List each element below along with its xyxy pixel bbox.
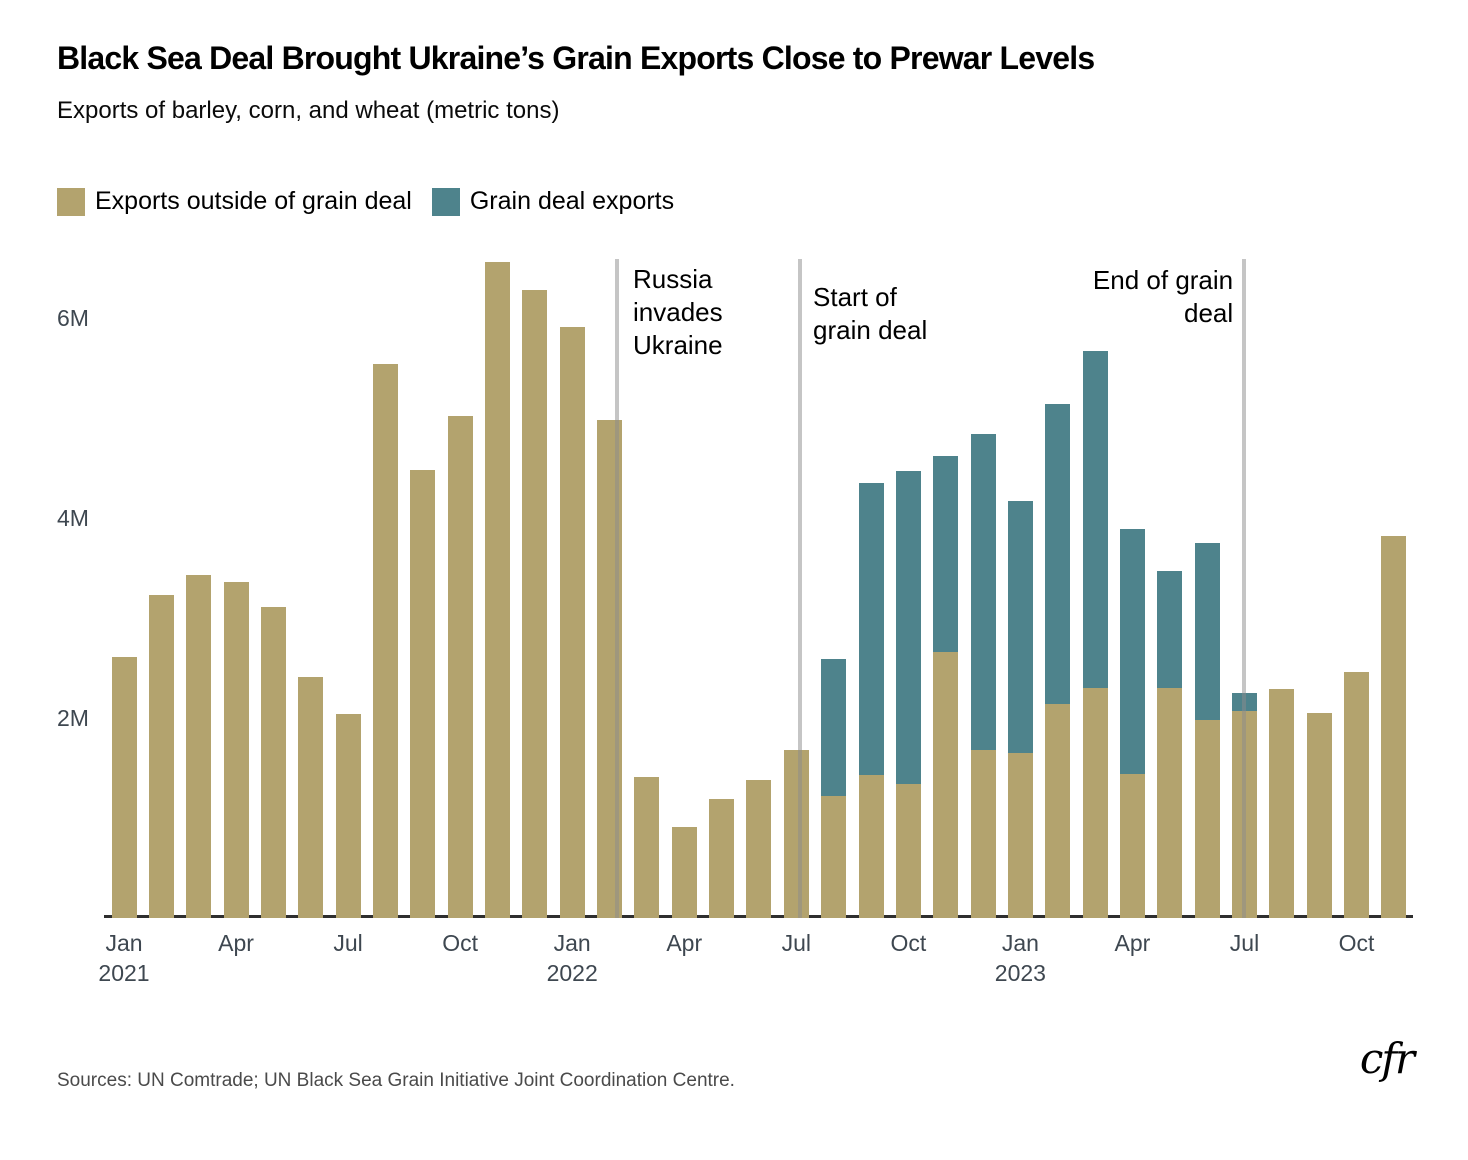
bar-nov-2023-outside	[1381, 536, 1407, 918]
bar-aug-2021-outside	[372, 364, 398, 918]
x-tick-apr: Apr	[1114, 930, 1151, 956]
x-tick-jul: Jul	[1229, 930, 1260, 956]
bar-sep-2021-outside	[410, 470, 436, 918]
bar-may-2023-deal	[1157, 571, 1183, 688]
annotation-start-of-grain-deal-line	[798, 259, 803, 918]
bar-sep-2023-outside	[1306, 713, 1332, 918]
bar-mar-2023-outside	[1082, 688, 1108, 918]
bar-jun-2023-outside	[1194, 720, 1220, 918]
bar-aug-2022-outside	[821, 796, 847, 918]
bar-jun-2021-outside	[298, 677, 324, 918]
page-title: Black Sea Deal Brought Ukraine’s Grain E…	[57, 40, 1095, 76]
bar-dec-2021-outside	[522, 290, 548, 918]
annotation-russia-invades-ukraine-text: Russia invades Ukraine	[633, 264, 723, 360]
bar-mar-2023-deal	[1082, 351, 1108, 688]
bar-jun-2023-deal	[1194, 543, 1220, 720]
bar-apr-2021-outside	[223, 582, 249, 918]
legend-label-grain-deal: Grain deal exports	[469, 187, 675, 215]
chart-legend: Exports outside of grain deal Grain deal…	[57, 187, 694, 216]
x-tick-apr: Apr	[218, 930, 254, 956]
legend-label-outside-deal: Exports outside of grain deal	[95, 187, 412, 215]
bar-aug-2022-deal	[821, 659, 847, 796]
y-tick-4m: 4M	[57, 505, 89, 531]
annotation-end-of-grain-deal-text: End of grain deal	[1092, 265, 1234, 328]
bar-apr-2023-outside	[1119, 774, 1145, 918]
x-tick-oct: Oct	[890, 930, 927, 956]
x-tick-jul: Jul	[781, 930, 811, 956]
bar-apr-2023-deal	[1119, 529, 1145, 774]
page-subtitle: Exports of barley, corn, and wheat (metr…	[57, 97, 560, 124]
legend-item-outside-deal: Exports outside of grain deal	[57, 187, 412, 216]
bar-oct-2022-deal	[895, 471, 921, 784]
bar-jan-2023-deal	[1007, 501, 1033, 753]
bar-nov-2022-deal	[933, 456, 959, 652]
bar-oct-2022-outside	[895, 784, 921, 918]
legend-swatch-outside-deal-icon	[57, 187, 85, 216]
x-tick-jul: Jul	[333, 930, 363, 956]
x-tick-jan-2021: Jan 2021	[98, 930, 150, 986]
bar-feb-2021-outside	[148, 595, 174, 918]
bar-apr-2022-outside	[671, 827, 697, 918]
bar-dec-2022-outside	[970, 750, 996, 918]
bar-may-2022-outside	[709, 799, 735, 918]
bar-feb-2023-deal	[1045, 404, 1071, 704]
y-tick-6m: 6M	[57, 305, 89, 331]
source-note: Sources: UN Comtrade; UN Black Sea Grain…	[57, 1070, 735, 1091]
legend-swatch-grain-deal-icon	[431, 187, 460, 216]
cfr-logo: cfr	[1359, 1034, 1415, 1083]
y-tick-2m: 2M	[57, 705, 89, 731]
x-tick-jan-2023: Jan 2023	[994, 930, 1046, 986]
bar-sep-2022-deal	[858, 483, 884, 775]
bar-aug-2023-outside	[1269, 689, 1295, 918]
bar-jan-2021-outside	[111, 657, 137, 918]
bar-sep-2022-outside	[858, 775, 884, 918]
bar-jul-2022-outside	[783, 750, 809, 918]
annotation-start-of-grain-deal-text: Start of grain deal	[813, 282, 928, 345]
bar-nov-2022-outside	[933, 652, 959, 918]
x-tick-jan-2022: Jan 2022	[546, 930, 598, 986]
bar-mar-2021-outside	[186, 575, 212, 918]
bar-may-2023-outside	[1157, 688, 1183, 918]
bar-jan-2022-outside	[559, 327, 585, 918]
x-tick-oct: Oct	[442, 930, 479, 956]
bar-dec-2022-deal	[970, 434, 996, 750]
bar-feb-2023-outside	[1045, 704, 1071, 918]
bar-jul-2021-outside	[335, 714, 361, 918]
bar-oct-2021-outside	[447, 416, 473, 918]
bar-jun-2022-outside	[746, 780, 772, 918]
x-tick-oct: Oct	[1338, 930, 1375, 956]
bar-oct-2023-outside	[1344, 672, 1370, 918]
bar-mar-2022-outside	[634, 777, 660, 918]
legend-item-grain-deal: Grain deal exports	[431, 187, 675, 216]
annotation-russia-invades-ukraine-line	[615, 259, 620, 918]
annotation-end-of-grain-deal-line	[1242, 259, 1247, 918]
bar-jan-2023-outside	[1007, 753, 1033, 918]
bar-nov-2021-outside	[485, 262, 510, 918]
x-tick-apr: Apr	[666, 930, 703, 956]
bar-may-2021-outside	[260, 607, 286, 918]
